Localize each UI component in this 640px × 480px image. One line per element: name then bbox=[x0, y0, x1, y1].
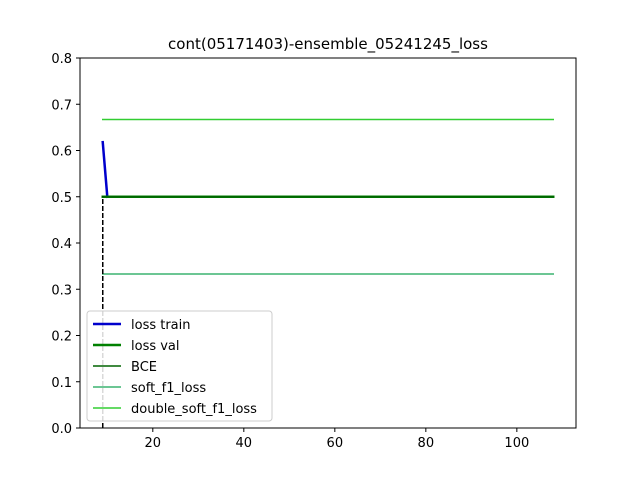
x-tick-label: 40 bbox=[236, 436, 253, 451]
legend-label-3: soft_f1_loss bbox=[131, 381, 206, 396]
legend: loss train loss val BCE soft_f1_loss double_… bbox=[86, 310, 273, 422]
y-axis: 0.0 0.1 0.2 0.3 0.4 0.5 0.6 0.7 0.8 bbox=[51, 52, 80, 437]
y-tick-label: 0.7 bbox=[51, 98, 72, 113]
y-tick-label: 0.1 bbox=[51, 376, 72, 391]
y-tick-label: 0.3 bbox=[51, 283, 72, 298]
x-tick-label: 60 bbox=[327, 436, 344, 451]
legend-label-0: loss train bbox=[131, 318, 191, 333]
legend-label-4: double_soft_f1_loss bbox=[131, 402, 257, 417]
series-layer bbox=[101, 118, 555, 275]
x-axis: 20 40 60 80 100 bbox=[145, 428, 529, 451]
legend-box bbox=[86, 310, 273, 422]
y-tick-label: 0.8 bbox=[51, 52, 72, 67]
x-tick-label: 20 bbox=[145, 436, 162, 451]
y-tick-label: 0.2 bbox=[51, 330, 72, 345]
y-tick-label: 0.4 bbox=[51, 237, 72, 252]
y-tick-label: 0.5 bbox=[51, 191, 72, 206]
y-tick-label: 0.6 bbox=[51, 145, 72, 160]
series-line-0 bbox=[101, 140, 109, 199]
y-tick-label: 0.0 bbox=[51, 422, 72, 437]
legend-label-1: loss val bbox=[131, 339, 180, 354]
legend-label-2: BCE bbox=[131, 360, 157, 375]
x-tick-label: 100 bbox=[504, 436, 529, 451]
x-tick-label: 80 bbox=[418, 436, 435, 451]
chart-title: cont(05171403)-ensemble_05241245_loss bbox=[168, 35, 488, 54]
